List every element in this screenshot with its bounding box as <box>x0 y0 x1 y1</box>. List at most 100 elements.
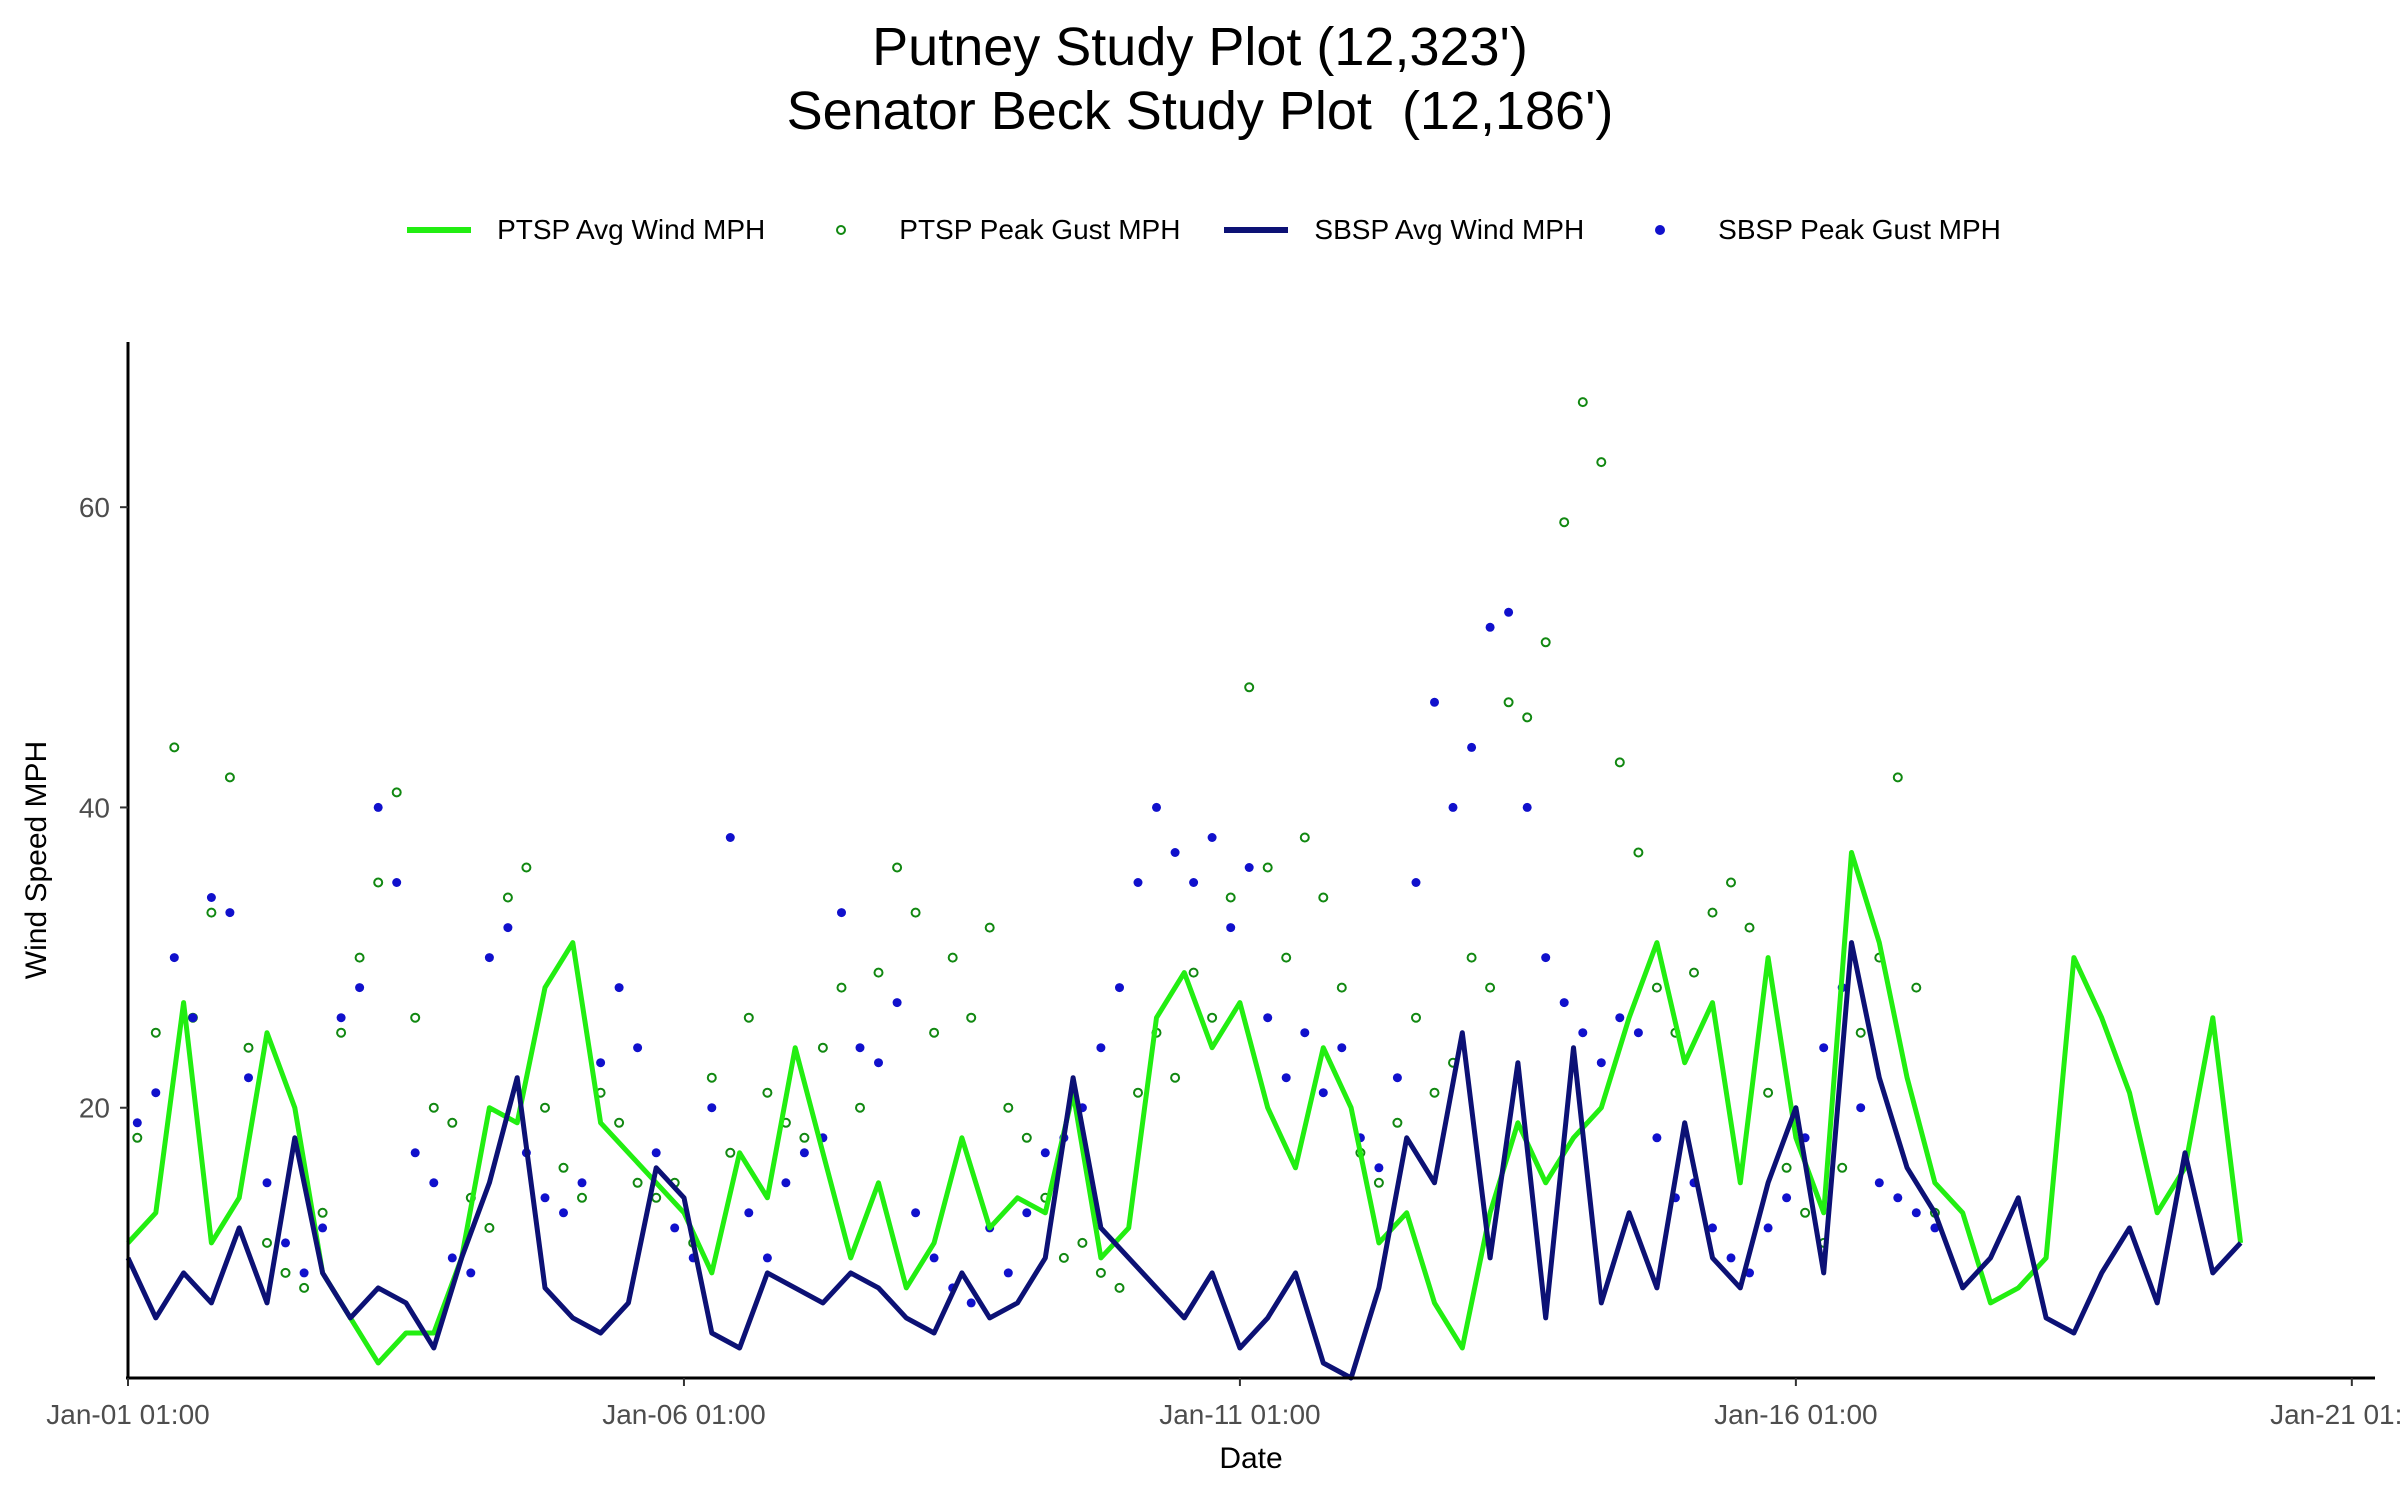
series-1-point <box>373 877 384 888</box>
series-3-point <box>466 1268 476 1278</box>
series-3-point <box>1430 697 1439 707</box>
series-1-point <box>1503 697 1514 708</box>
series-1-point <box>1485 982 1496 993</box>
chart-title-line-1: Putney Study Plot (12,323') <box>872 17 1528 77</box>
x-tick-label: Jan-06 01:00 <box>602 1399 765 1430</box>
series-3-point <box>1504 607 1514 617</box>
series-1-point <box>243 1042 254 1053</box>
series-3-point <box>1337 1043 1347 1053</box>
series-1-point <box>1003 1102 1014 1113</box>
legend-key-ptsp-gust <box>801 210 881 250</box>
series-1-point <box>317 1207 328 1218</box>
series-1-point <box>1225 892 1236 903</box>
series-1-point <box>410 1012 421 1023</box>
series-1-point <box>1633 847 1644 858</box>
series-1-point <box>577 1192 587 1203</box>
legend-key-sbsp-gust <box>1620 210 1700 250</box>
series-3-point <box>707 1103 717 1113</box>
series-3-point <box>1133 878 1143 887</box>
series-1-point <box>299 1282 310 1293</box>
series-3-point <box>577 1178 587 1188</box>
series-3-point <box>1263 1013 1273 1023</box>
series-1-point <box>280 1267 291 1278</box>
series-1-point <box>558 1162 569 1173</box>
legend-item-sbsp-avg: SBSP Avg Wind MPH <box>1216 210 1584 250</box>
series-1-point <box>799 1132 810 1143</box>
series-1-point <box>540 1102 550 1113</box>
legend-item-sbsp-gust: SBSP Peak Gust MPH <box>1620 210 2001 250</box>
series-3-point <box>614 983 624 993</box>
series-3-point <box>1189 878 1199 887</box>
chart-title-line-2: Senator Beck Study Plot (12,186') <box>786 81 1614 141</box>
legend-key-ptsp-avg <box>399 210 479 250</box>
series-3-point <box>1207 833 1217 842</box>
series-1-point <box>1726 877 1736 888</box>
series-1-point <box>1596 457 1607 468</box>
series-1-point <box>947 952 958 963</box>
series-3-point <box>1300 1028 1310 1038</box>
series-1-point <box>447 1117 458 1128</box>
series-1-point <box>150 1027 161 1038</box>
series-3-point <box>1856 1103 1866 1113</box>
series-1-point <box>984 922 995 933</box>
series-3-point <box>151 1088 161 1098</box>
series-1-point <box>929 1027 940 1038</box>
series-1-point <box>206 907 217 918</box>
y-ticks: 20 40 60 <box>79 492 128 1124</box>
series-3-point <box>1522 802 1532 812</box>
series-1-point <box>1800 1207 1811 1218</box>
series-1-point <box>484 1222 495 1233</box>
series-3-point <box>1448 802 1458 812</box>
series-line-0 <box>126 850 2244 1366</box>
series-3-point <box>670 1223 680 1233</box>
series-3-point <box>1281 1073 1291 1083</box>
series-3-point <box>188 1013 198 1023</box>
series-3-point <box>318 1223 328 1233</box>
series-3-point <box>392 878 402 887</box>
series-3-point <box>837 908 846 918</box>
series-3-point <box>447 1253 457 1263</box>
series-1-point <box>836 982 847 993</box>
series-3-point <box>1578 1028 1588 1038</box>
series-3-point <box>1893 1193 1903 1203</box>
series-1-point <box>1466 952 1477 963</box>
series-1-point <box>1763 1087 1774 1098</box>
series-1-point <box>169 742 180 753</box>
series-1-point <box>1429 1087 1440 1098</box>
series-3-point <box>262 1178 272 1188</box>
series-1-point <box>1262 862 1273 873</box>
series-1-point <box>632 1177 643 1188</box>
series-1-point <box>1114 1282 1125 1293</box>
x-tick-label: Jan-11 01:00 <box>1159 1399 1320 1430</box>
series-3-point <box>1782 1193 1792 1203</box>
series-3-point <box>1819 1043 1829 1053</box>
legend-label-sbsp-avg: SBSP Avg Wind MPH <box>1314 214 1585 245</box>
series-1-point <box>1281 952 1292 963</box>
series-3-point <box>559 1208 568 1218</box>
series-3-point <box>651 1148 661 1158</box>
series-3-point <box>874 1058 883 1068</box>
series-1-point <box>1614 757 1625 768</box>
series-1-point <box>428 1102 439 1113</box>
series-1-point <box>1095 1267 1106 1278</box>
series-3-point <box>1541 953 1551 963</box>
x-tick-label: Jan-21 01:00 <box>2270 1399 2400 1430</box>
y-tick-label: 60 <box>79 492 110 523</box>
series-3-point <box>410 1148 420 1158</box>
legend-label-sbsp-gust: SBSP Peak Gust MPH <box>1718 214 2001 245</box>
series-1-point <box>391 787 402 798</box>
series-1-point <box>762 1087 773 1098</box>
series-1-point <box>706 1072 717 1083</box>
series-1-point <box>1077 1237 1088 1248</box>
series-3-point <box>1040 1148 1050 1158</box>
series-3-point <box>1226 923 1236 933</box>
series-1-point <box>1336 982 1347 993</box>
series-1-point <box>336 1027 347 1038</box>
series-1-point <box>1244 682 1255 693</box>
series-3-point <box>744 1208 754 1218</box>
series-1-point <box>1188 967 1199 978</box>
series-3-point <box>225 908 235 918</box>
series-3-point <box>169 953 179 963</box>
legend-item-ptsp-gust: PTSP Peak Gust MPH <box>801 210 1180 250</box>
series-1-point <box>1299 832 1310 843</box>
